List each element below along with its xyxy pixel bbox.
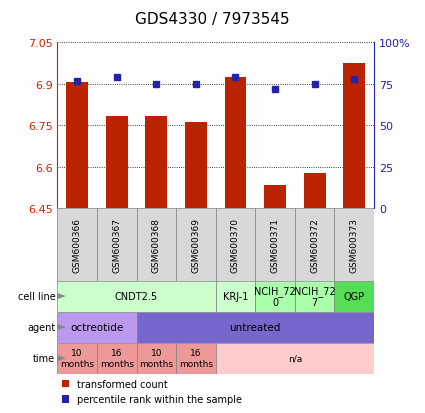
Text: n/a: n/a — [288, 354, 302, 363]
Text: untreated: untreated — [230, 322, 281, 332]
Bar — [215, 343, 374, 374]
Bar — [215, 209, 255, 281]
Bar — [136, 343, 176, 374]
Bar — [106, 117, 128, 209]
Bar — [215, 281, 255, 312]
Text: GSM600368: GSM600368 — [152, 217, 161, 272]
Text: GSM600372: GSM600372 — [310, 217, 319, 272]
Polygon shape — [57, 324, 66, 331]
Bar — [57, 281, 215, 312]
Bar — [136, 209, 176, 281]
Bar — [176, 209, 215, 281]
Text: KRJ-1: KRJ-1 — [223, 291, 248, 301]
Text: NCIH_72
7: NCIH_72 7 — [294, 285, 335, 308]
Bar — [224, 78, 246, 209]
Bar — [176, 343, 215, 374]
Bar — [264, 185, 286, 209]
Text: 10
months: 10 months — [60, 349, 94, 368]
Text: 10
months: 10 months — [139, 349, 173, 368]
Bar — [295, 281, 334, 312]
Text: percentile rank within the sample: percentile rank within the sample — [76, 394, 241, 404]
Text: GSM600371: GSM600371 — [271, 217, 280, 272]
Text: QGP: QGP — [344, 291, 365, 301]
Polygon shape — [57, 293, 66, 300]
Polygon shape — [57, 355, 66, 362]
Text: GSM600367: GSM600367 — [112, 217, 121, 272]
Bar — [145, 117, 167, 209]
Bar — [295, 209, 334, 281]
Bar — [255, 209, 295, 281]
Text: time: time — [33, 353, 55, 363]
Bar — [334, 209, 374, 281]
Bar — [136, 312, 374, 343]
Bar — [304, 173, 326, 209]
Text: GSM600369: GSM600369 — [191, 217, 201, 272]
Text: CNDT2.5: CNDT2.5 — [115, 291, 158, 301]
Bar — [185, 123, 207, 209]
Text: 16
months: 16 months — [100, 349, 134, 368]
Bar — [334, 281, 374, 312]
Bar — [57, 209, 97, 281]
Text: agent: agent — [27, 322, 55, 332]
Text: cell line: cell line — [17, 291, 55, 301]
Bar — [255, 281, 295, 312]
Text: NCIH_72
0: NCIH_72 0 — [254, 285, 296, 308]
Bar — [97, 343, 136, 374]
Bar — [343, 64, 365, 209]
Text: GDS4330 / 7973545: GDS4330 / 7973545 — [135, 12, 290, 27]
Bar — [57, 312, 136, 343]
Bar — [97, 209, 136, 281]
Text: transformed count: transformed count — [76, 379, 167, 389]
Bar — [57, 343, 97, 374]
Text: GSM600366: GSM600366 — [73, 217, 82, 272]
Text: GSM600373: GSM600373 — [350, 217, 359, 272]
Bar — [66, 83, 88, 209]
Text: 16
months: 16 months — [179, 349, 213, 368]
Text: octreotide: octreotide — [70, 322, 124, 332]
Text: GSM600370: GSM600370 — [231, 217, 240, 272]
